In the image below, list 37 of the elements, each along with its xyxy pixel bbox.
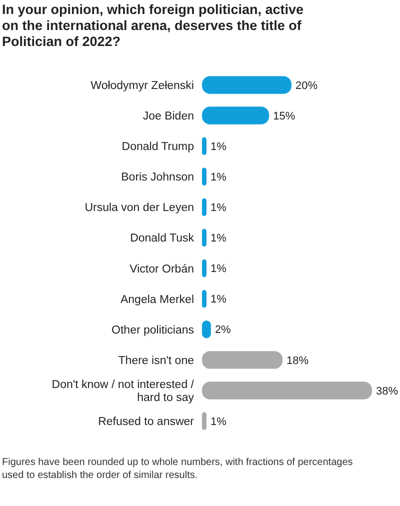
y-tick-label: Donald Tusk: [130, 232, 194, 245]
bar: [202, 290, 206, 308]
y-tick-label: There isn't one: [118, 354, 194, 367]
data-label: 1%: [210, 140, 227, 153]
data-label: 15%: [273, 110, 296, 122]
bar: [202, 198, 206, 216]
data-label: 1%: [210, 416, 227, 428]
bar: [202, 412, 206, 430]
data-label: 18%: [286, 354, 309, 367]
data-label: 38%: [376, 385, 398, 398]
bar: [202, 228, 206, 247]
data-label: 1%: [210, 202, 227, 214]
y-tick-label: Joe Biden: [142, 110, 194, 123]
y-tick-label: Victor Orbán: [130, 263, 194, 276]
chart-title: In your opinion, which foreign politician, active on the international arena, deserves the title of Politician of 2022?: [2, 2, 304, 49]
y-tick-label: Refused to answer: [98, 416, 194, 428]
bar: [202, 168, 206, 186]
y-tick-label: Boris Johnson: [121, 172, 194, 184]
y-tick-label: Other politicians: [112, 324, 194, 336]
data-label: 1%: [210, 294, 227, 306]
data-label: 20%: [295, 80, 318, 92]
text: Figures have been rounded up to whole numbers, with fractions of percentages used to establish the order of similar results.: [2, 457, 353, 481]
data-label: 1%: [210, 171, 227, 184]
bar: [202, 259, 206, 278]
y-tick-label: Donald Trump: [122, 141, 194, 154]
bar: [202, 137, 206, 155]
data-label: 2%: [214, 324, 232, 336]
bar: [202, 76, 292, 94]
data-label: 1%: [210, 263, 227, 276]
y-tick-label: Angela Merkel: [120, 294, 194, 306]
bar: [202, 106, 270, 124]
data-label: 1%: [210, 232, 227, 245]
bar: [202, 351, 283, 369]
y-tick-label: Wołodymyr Zełenski: [90, 80, 194, 92]
bar: [202, 382, 372, 400]
y-tick-label: Ursula von der Leyen: [84, 202, 194, 214]
y-tick-label: Don't know / not interested / hard to say: [52, 379, 195, 404]
